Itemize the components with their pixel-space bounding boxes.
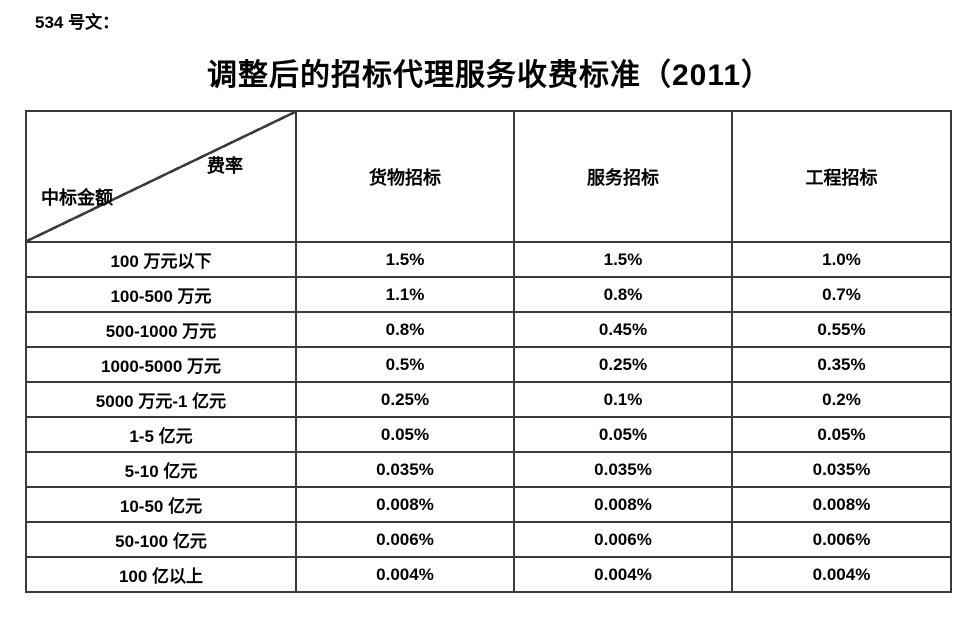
- row-label: 100 万元以下: [25, 241, 297, 278]
- cell-value: 1.5%: [295, 241, 515, 278]
- cell-value: 1.1%: [295, 276, 515, 313]
- cell-value: 0.8%: [513, 276, 733, 313]
- cell-value: 0.006%: [513, 521, 733, 558]
- table-header-row: 费率 中标金额 货物招标 服务招标 工程招标: [25, 110, 952, 243]
- cell-value: 0.004%: [731, 556, 952, 593]
- cell-value: 0.2%: [731, 381, 952, 418]
- cell-value: 0.25%: [295, 381, 515, 418]
- row-label: 50-100 亿元: [25, 521, 297, 558]
- cell-value: 0.55%: [731, 311, 952, 348]
- diagonal-header-cell: 费率 中标金额: [25, 110, 297, 243]
- row-label: 1000-5000 万元: [25, 346, 297, 383]
- cell-value: 0.05%: [513, 416, 733, 453]
- corner-label-bid-amount: 中标金额: [41, 188, 113, 208]
- cell-value: 0.5%: [295, 346, 515, 383]
- table-row: 1000-5000 万元 0.5% 0.25% 0.35%: [25, 346, 952, 383]
- cell-value: 1.0%: [731, 241, 952, 278]
- row-label: 500-1000 万元: [25, 311, 297, 348]
- document-reference: 534 号文：: [35, 13, 120, 32]
- diagonal-divider-line: [28, 113, 294, 240]
- row-label: 5-10 亿元: [25, 451, 297, 488]
- cell-value: 0.035%: [731, 451, 952, 488]
- row-label: 100-500 万元: [25, 276, 297, 313]
- cell-value: 0.05%: [731, 416, 952, 453]
- table-row: 100-500 万元 1.1% 0.8% 0.7%: [25, 276, 952, 313]
- row-label: 1-5 亿元: [25, 416, 297, 453]
- table-row: 500-1000 万元 0.8% 0.45% 0.55%: [25, 311, 952, 348]
- cell-value: 0.1%: [513, 381, 733, 418]
- column-header-services: 服务招标: [513, 110, 733, 243]
- cell-value: 0.008%: [513, 486, 733, 523]
- cell-value: 0.008%: [295, 486, 515, 523]
- table-row: 5-10 亿元 0.035% 0.035% 0.035%: [25, 451, 952, 488]
- table-row: 100 亿以上 0.004% 0.004% 0.004%: [25, 556, 952, 593]
- cell-value: 0.8%: [295, 311, 515, 348]
- cell-value: 0.004%: [295, 556, 515, 593]
- cell-value: 0.008%: [731, 486, 952, 523]
- fee-rate-table: 费率 中标金额 货物招标 服务招标 工程招标 100 万元以下 1.5% 1.5…: [25, 110, 952, 593]
- table-row: 50-100 亿元 0.006% 0.006% 0.006%: [25, 521, 952, 558]
- corner-label-fee-rate: 费率: [207, 156, 243, 176]
- table-row: 100 万元以下 1.5% 1.5% 1.0%: [25, 241, 952, 278]
- row-label: 100 亿以上: [25, 556, 297, 593]
- table-row: 1-5 亿元 0.05% 0.05% 0.05%: [25, 416, 952, 453]
- column-header-goods: 货物招标: [295, 110, 515, 243]
- cell-value: 0.25%: [513, 346, 733, 383]
- cell-value: 1.5%: [513, 241, 733, 278]
- table-row: 10-50 亿元 0.008% 0.008% 0.008%: [25, 486, 952, 523]
- cell-value: 0.035%: [513, 451, 733, 488]
- cell-value: 0.006%: [295, 521, 515, 558]
- cell-value: 0.45%: [513, 311, 733, 348]
- cell-value: 0.35%: [731, 346, 952, 383]
- cell-value: 0.004%: [513, 556, 733, 593]
- cell-value: 0.035%: [295, 451, 515, 488]
- table-row: 5000 万元-1 亿元 0.25% 0.1% 0.2%: [25, 381, 952, 418]
- row-label: 10-50 亿元: [25, 486, 297, 523]
- cell-value: 0.7%: [731, 276, 952, 313]
- cell-value: 0.006%: [731, 521, 952, 558]
- column-header-engineering: 工程招标: [731, 110, 952, 243]
- row-label: 5000 万元-1 亿元: [25, 381, 297, 418]
- page-title: 调整后的招标代理服务收费标准（2011）: [206, 59, 773, 92]
- cell-value: 0.05%: [295, 416, 515, 453]
